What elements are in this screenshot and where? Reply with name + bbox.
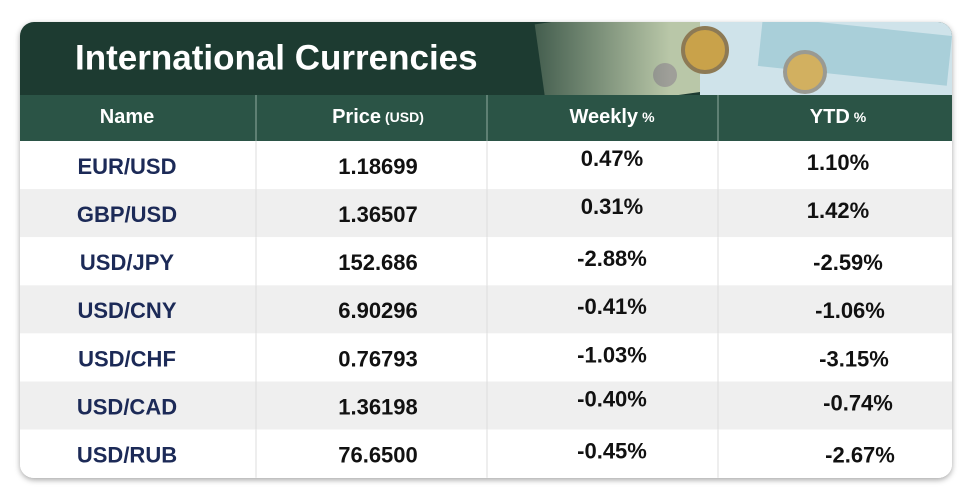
cell-value: -1.06%: [815, 298, 885, 323]
currency-pair: GBP/USD: [77, 202, 177, 227]
header-row: [20, 95, 952, 141]
column-header: Price (USD): [332, 106, 424, 128]
cell-value: -0.74%: [823, 390, 893, 415]
cell-value: -2.59%: [813, 250, 883, 275]
column-unit: %: [854, 109, 867, 125]
money-decoration: [490, 22, 952, 114]
currency-pair: EUR/USD: [77, 154, 176, 179]
column-header: Name: [100, 106, 154, 128]
cell-value: -0.41%: [577, 294, 647, 319]
column-header: Weekly%: [569, 106, 655, 128]
cell-value: -2.88%: [577, 246, 647, 271]
row-background: [20, 189, 952, 238]
column-label: YTD: [810, 106, 850, 128]
row-background: [20, 141, 952, 190]
cell-value: 0.76793: [338, 346, 418, 371]
currency-pair: USD/RUB: [77, 442, 177, 467]
cell-value: 1.18699: [338, 154, 418, 179]
row-background: [20, 381, 952, 430]
cell-value: 76.6500: [338, 442, 418, 467]
column-label: Price: [332, 106, 381, 128]
cell-value: 6.90296: [338, 298, 418, 323]
column-unit: %: [642, 109, 655, 125]
cell-value: 1.10%: [807, 150, 869, 175]
cell-value: 0.47%: [581, 146, 643, 171]
cell-value: 0.31%: [581, 194, 643, 219]
cell-value: 1.42%: [807, 198, 869, 223]
currency-pair: USD/CAD: [77, 394, 177, 419]
title: International Currencies: [75, 38, 478, 77]
row-background: [20, 285, 952, 334]
cell-value: -3.15%: [819, 346, 889, 371]
cell-value: -2.67%: [825, 442, 895, 467]
column-unit: (USD): [385, 109, 424, 125]
cell-value: -1.03%: [577, 342, 647, 367]
cell-value: -0.45%: [577, 438, 647, 463]
currency-pair: USD/JPY: [80, 250, 174, 275]
currency-pair: USD/CNY: [77, 298, 176, 323]
column-label: Weekly: [569, 106, 638, 128]
currency-pair: USD/CHF: [78, 346, 176, 371]
row-background: [20, 333, 952, 382]
cell-value: 1.36198: [338, 394, 418, 419]
cell-value: 152.686: [338, 250, 418, 275]
row-background: [20, 429, 952, 478]
column-header: YTD%: [810, 106, 867, 128]
row-background: [20, 237, 952, 286]
column-label: Name: [100, 106, 154, 128]
cell-value: 1.36507: [338, 202, 418, 227]
cell-value: -0.40%: [577, 386, 647, 411]
